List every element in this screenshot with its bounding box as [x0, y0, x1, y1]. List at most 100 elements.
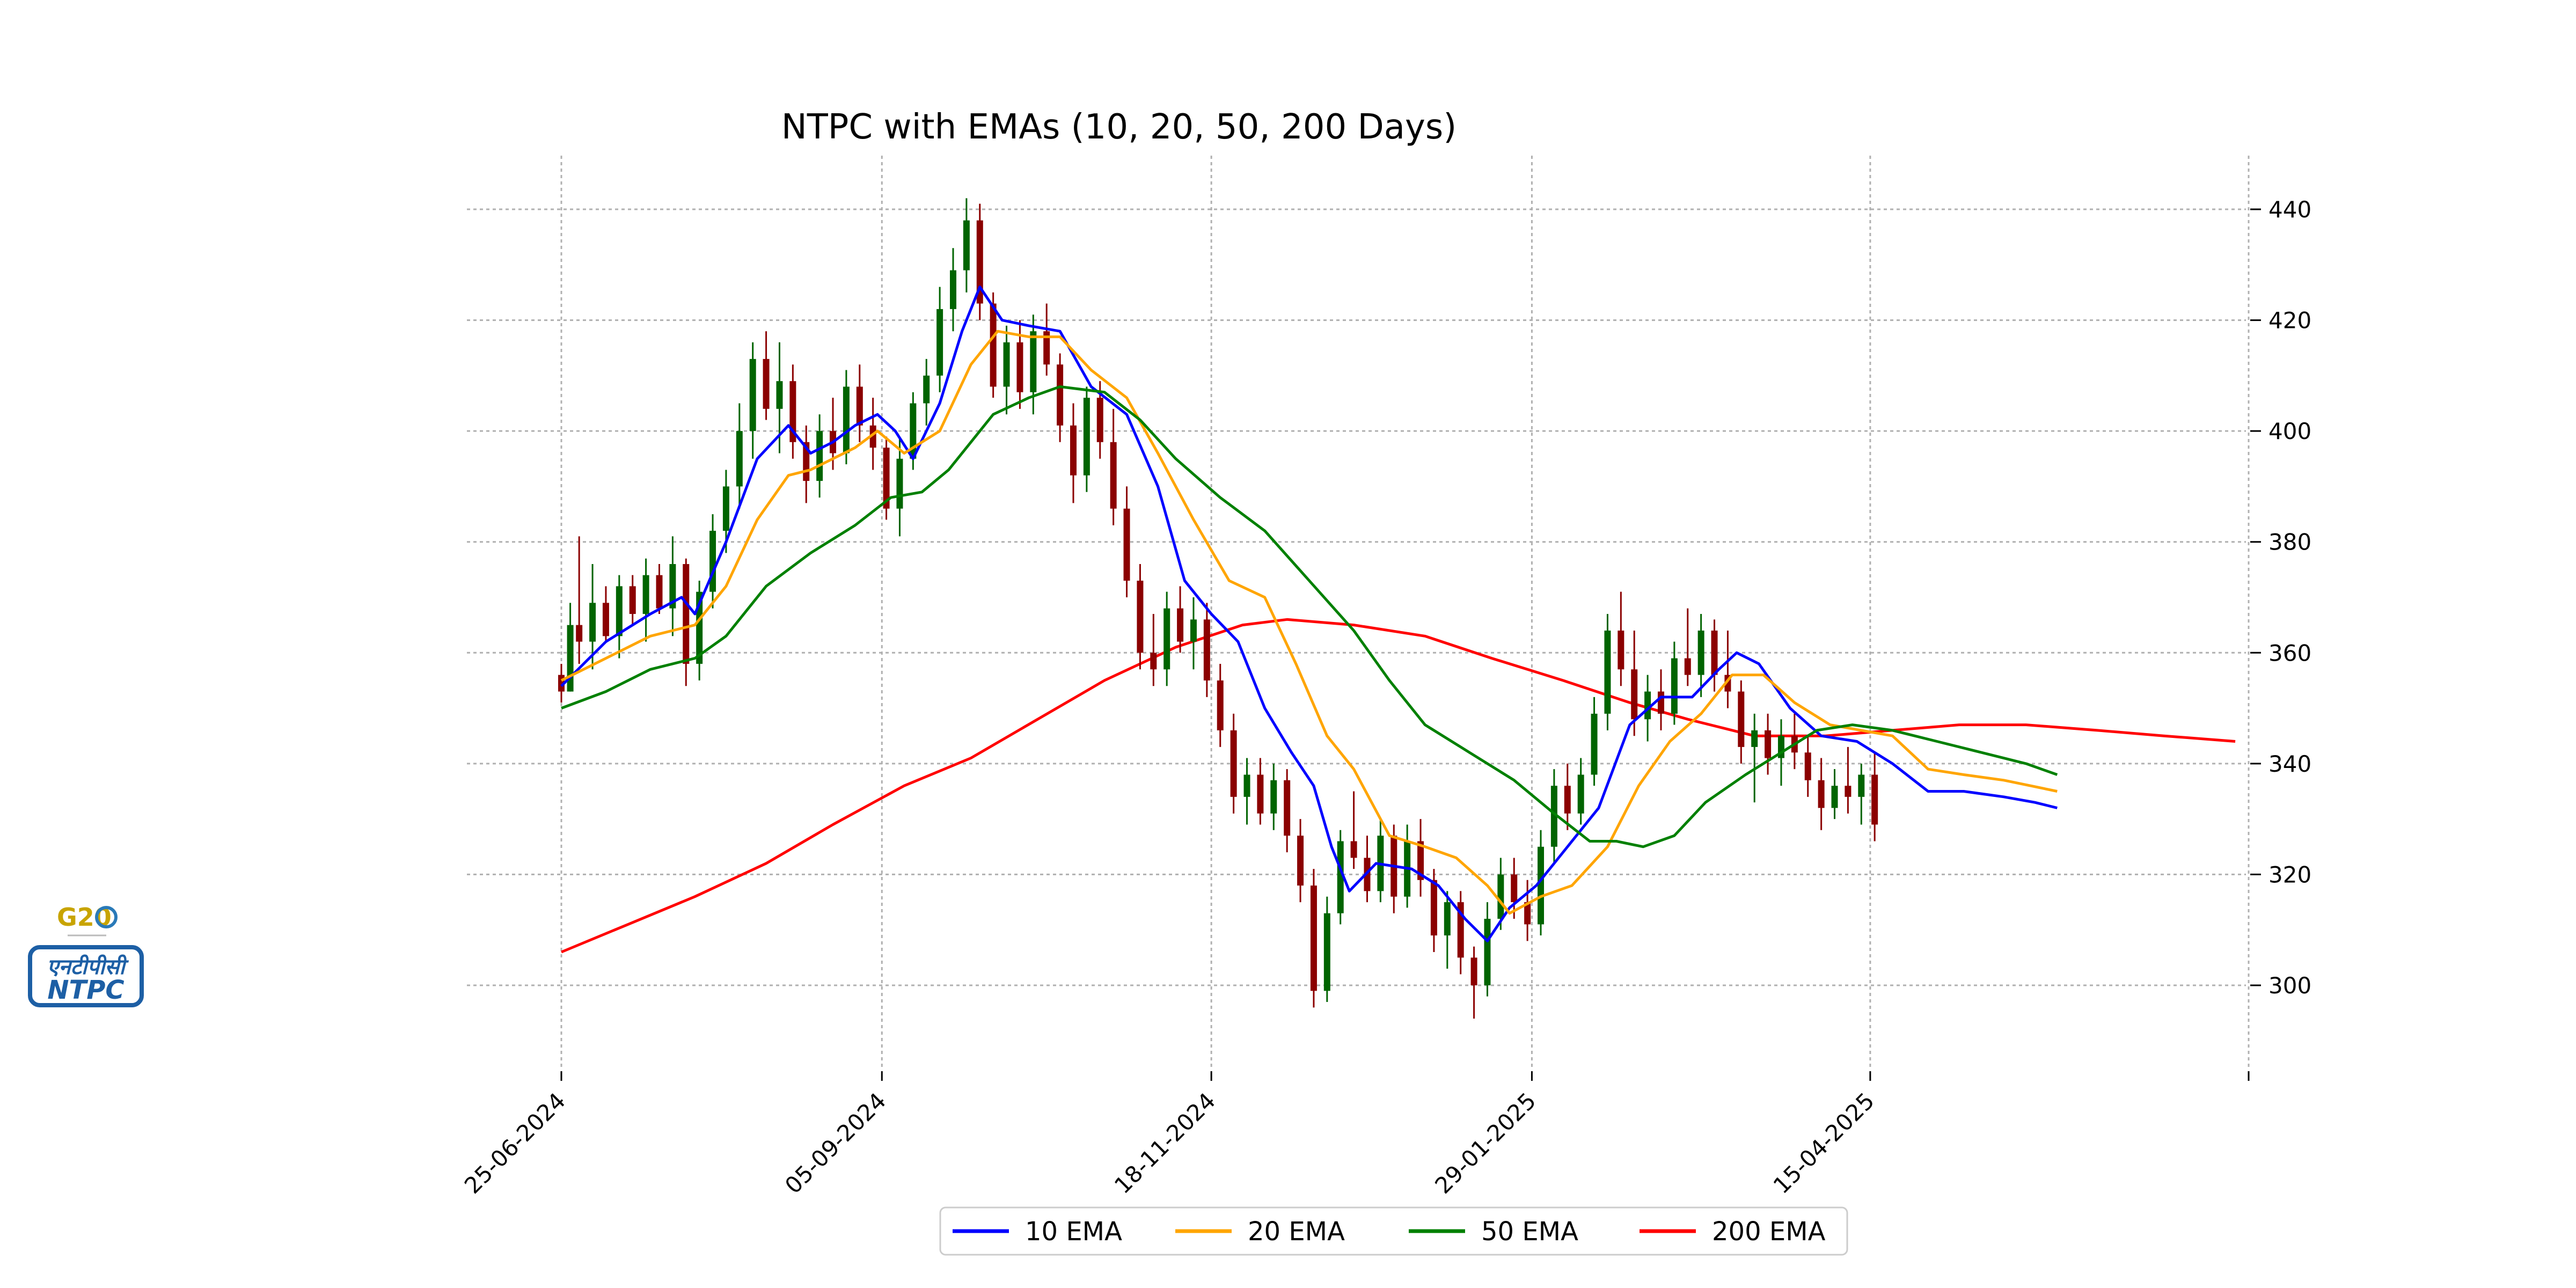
candle	[1697, 613, 1704, 697]
x-tick-label: 15-04-2025	[1768, 1088, 1879, 1199]
ntpc-logo: G20 एनटीपीसी NTPC	[28, 903, 144, 1007]
candle	[656, 564, 663, 614]
candle	[1550, 769, 1557, 863]
candle-body	[567, 625, 574, 692]
candle	[803, 425, 810, 503]
candle-body	[709, 531, 716, 592]
candle-body	[1804, 752, 1811, 780]
candle-body	[1524, 902, 1531, 925]
candle-body	[1765, 730, 1772, 758]
candle-body	[1697, 630, 1704, 675]
candle	[736, 403, 743, 509]
candle	[1577, 758, 1584, 825]
candle-body	[576, 625, 583, 642]
candle-body	[1177, 608, 1184, 642]
candle-body	[1323, 913, 1330, 991]
candle-body	[1831, 786, 1838, 808]
candle-body	[1057, 364, 1064, 426]
candle-body	[642, 575, 649, 614]
candle-body	[1430, 880, 1437, 936]
candle	[1123, 486, 1130, 597]
candle-body	[1190, 619, 1197, 642]
candle-body	[1470, 957, 1477, 985]
candle	[763, 331, 770, 420]
candle	[1444, 891, 1451, 969]
y-tick-label: 400	[2268, 418, 2311, 444]
candle-body	[683, 564, 690, 664]
candle-body	[923, 375, 930, 404]
candle-body	[1203, 619, 1210, 680]
candle	[1297, 819, 1304, 903]
candle	[1163, 591, 1170, 686]
candle-body	[1671, 658, 1678, 714]
candle-body	[749, 358, 756, 431]
y-tick-label: 320	[2268, 861, 2311, 888]
candle	[1724, 630, 1731, 708]
candle-body	[843, 386, 850, 453]
candle	[1765, 713, 1772, 775]
candle-body	[1257, 774, 1264, 814]
candle	[1003, 325, 1010, 415]
candle	[709, 514, 716, 609]
candle	[990, 292, 997, 398]
candle	[1671, 641, 1678, 725]
series-line-50-ema	[561, 385, 2058, 848]
candle	[1845, 747, 1851, 814]
ntpc-badge-frame	[28, 945, 144, 1007]
candle-body	[763, 358, 770, 409]
candle	[923, 358, 930, 426]
legend: 10 EMA 20 EMA 50 EMA 200 EMA	[939, 1206, 1848, 1256]
candle-body	[1016, 342, 1023, 392]
candle-body	[1631, 669, 1638, 720]
candle	[1457, 891, 1464, 975]
candle-body	[1243, 774, 1250, 797]
candle-body	[1284, 780, 1291, 836]
candle	[1030, 314, 1037, 415]
y-tick-label: 380	[2268, 529, 2311, 555]
candle	[1858, 763, 1865, 825]
x-tick-label: 18-11-2024	[1109, 1088, 1220, 1199]
x-tick-label: 29-01-2025	[1430, 1088, 1541, 1199]
candle	[963, 198, 970, 292]
ntpc-hindi-text: एनटीपीसी	[47, 954, 129, 979]
candle-body	[950, 270, 957, 309]
ema-lines-layer	[560, 286, 2058, 942]
candle	[616, 575, 623, 658]
candle-body	[1123, 508, 1130, 581]
candle-body	[722, 486, 729, 531]
candle-body	[1030, 331, 1037, 392]
candle-body	[816, 431, 823, 481]
candle	[1284, 769, 1291, 853]
candle-body	[1310, 885, 1317, 991]
chart-title: NTPC with EMAs (10, 20, 50, 200 Days)	[781, 107, 1457, 147]
legend-label: 20 EMA	[1248, 1217, 1345, 1247]
candle	[1618, 591, 1624, 686]
candle	[642, 558, 649, 642]
candle-body	[616, 586, 623, 636]
candle-body	[1270, 780, 1277, 814]
candle	[1564, 763, 1571, 830]
candle	[1203, 603, 1210, 697]
candle	[1377, 819, 1384, 903]
candle	[1323, 896, 1330, 1002]
candle-body	[1096, 398, 1103, 442]
candle-body	[1417, 841, 1424, 880]
y-axis: 300 320 340 360 380 400 420 440	[2250, 196, 2311, 999]
candle-body	[656, 575, 663, 609]
candle	[683, 558, 690, 686]
candle-body	[1003, 342, 1010, 387]
candle	[1070, 403, 1077, 503]
candle-body	[1444, 902, 1451, 936]
candle	[816, 414, 823, 498]
candle-body	[1751, 730, 1758, 747]
x-tick-label: 25-06-2024	[459, 1088, 570, 1199]
candle-body	[1337, 841, 1344, 913]
y-tick-label: 420	[2268, 308, 2311, 334]
candle-body	[896, 458, 903, 509]
candle	[1177, 586, 1184, 653]
candle	[589, 564, 596, 670]
candle	[1738, 680, 1745, 764]
candle	[1230, 713, 1237, 814]
candle	[1110, 408, 1117, 525]
